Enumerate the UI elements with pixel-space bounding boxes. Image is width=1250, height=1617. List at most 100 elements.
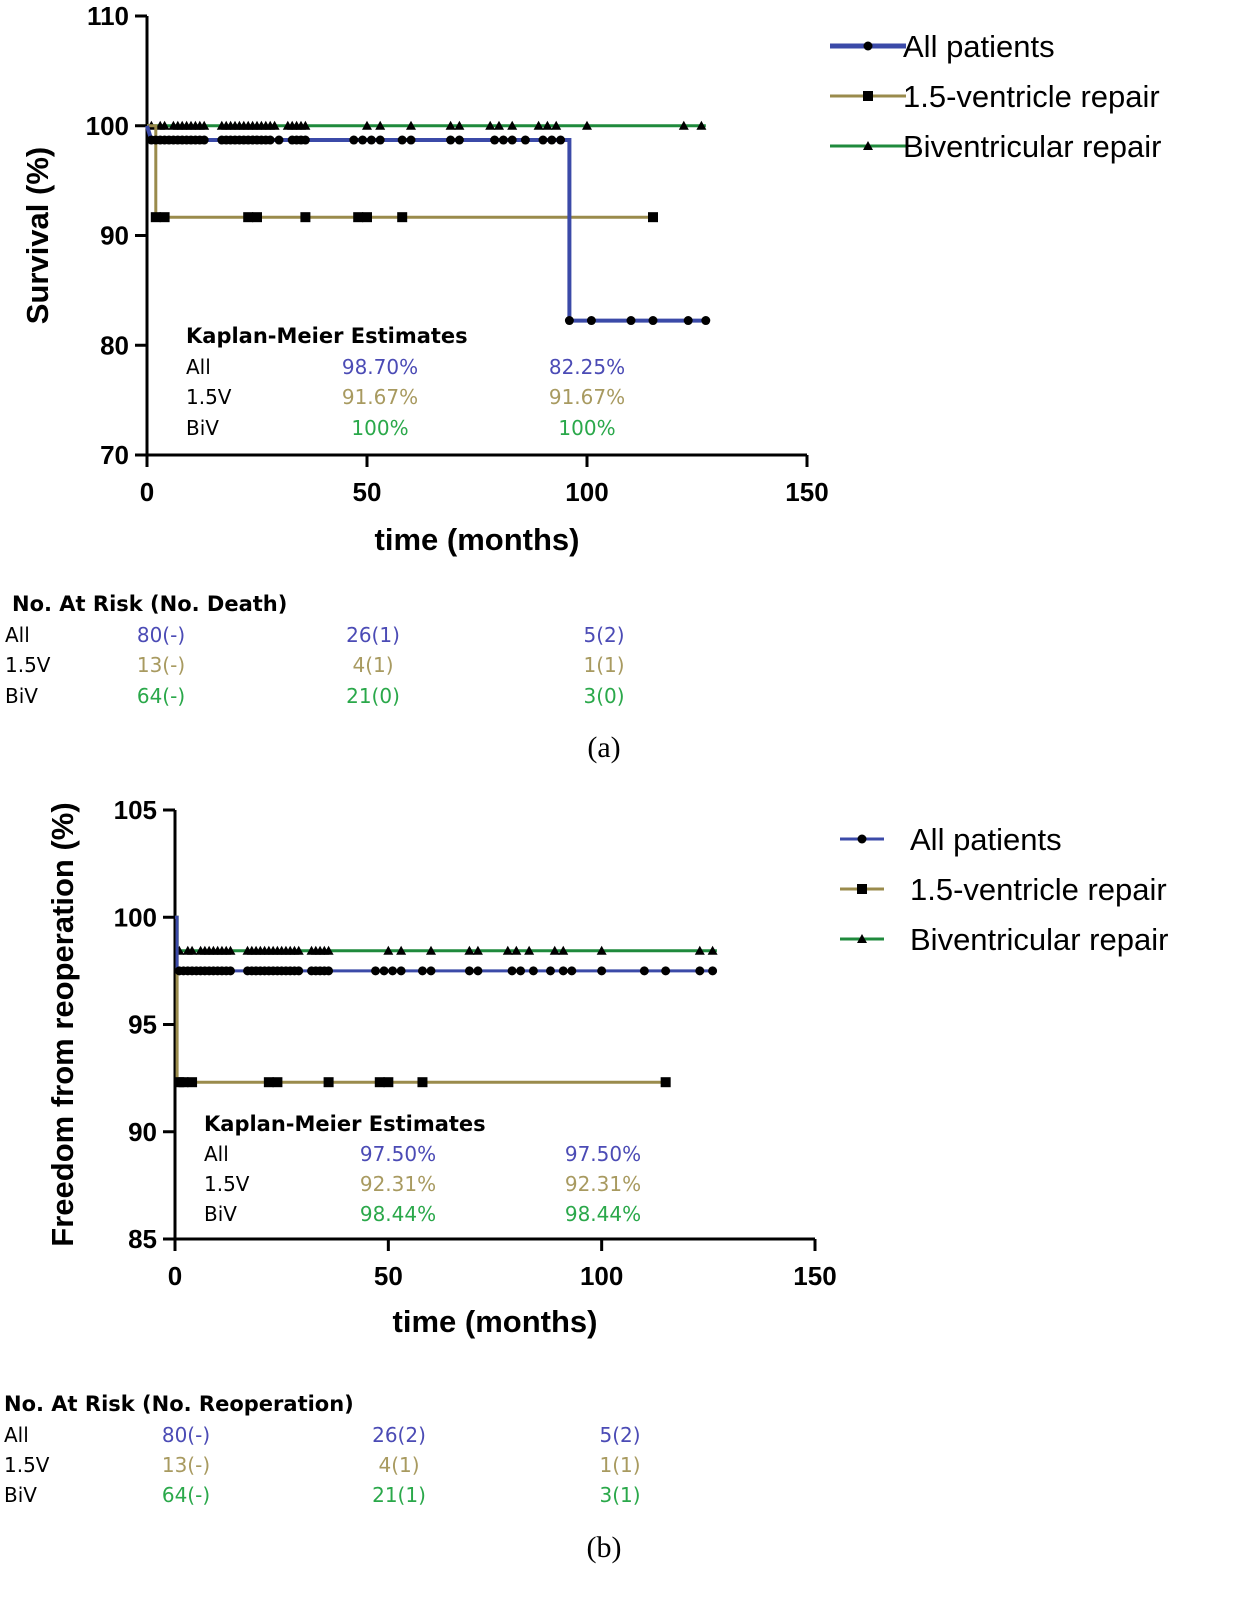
censor-mark [464,945,475,955]
legend-label: All patients [903,29,1055,64]
censor-mark [528,966,538,976]
y-tick-label: 85 [128,1224,157,1254]
risk-value: 5(2) [599,1423,640,1447]
km-value: 91.67% [342,385,418,409]
risk-value: 13(-) [137,653,185,677]
censor-mark [683,316,693,326]
series-all [145,125,711,326]
censor-mark [396,945,407,955]
legend-item-biv: Biventricular repair [840,922,1168,957]
censor-mark [507,120,518,130]
km-row-label: All [204,1142,229,1166]
censor-mark [417,1077,428,1088]
censor-mark [300,120,311,130]
censor-mark [707,945,718,955]
legend-label: Biventricular repair [903,129,1161,164]
x-axis-title: time (months) [393,1304,598,1339]
legend-label: All patients [910,822,1062,857]
km-value: 100% [558,416,615,440]
censor-mark [524,945,535,955]
km-title: Kaplan-Meier Estimates [204,1112,486,1136]
censor-mark [263,1077,274,1088]
censor-mark [485,120,496,130]
x-tick-label: 0 [168,1261,182,1291]
y-tick-label: 80 [100,330,129,360]
x-tick-label: 50 [353,477,382,507]
censor-mark [397,135,407,145]
censor-mark [375,120,386,130]
censor-mark [199,120,210,130]
legend-label: Biventricular repair [910,922,1168,957]
y-tick-label: 100 [86,111,129,141]
censor-mark [454,135,464,145]
x-tick-label: 100 [565,477,608,507]
censor-mark [225,966,235,976]
censor-mark [159,120,170,130]
risk-value: 80(-) [137,623,185,647]
censor-mark [661,966,671,976]
km-value: 92.31% [565,1172,641,1196]
km-value: 97.50% [360,1142,436,1166]
km-value: 91.67% [549,385,625,409]
censor-mark [564,316,574,326]
censor-mark [349,135,359,145]
chart-panel-b: 85 90 95 100 105 0 50 100 150 time (months) Freedo… [4,795,1168,1564]
km-value: 98.44% [360,1202,436,1226]
censor-mark [556,135,566,145]
km-row-label: 1.5V [186,385,232,409]
legend-item-v15: 1.5-ventricle repair [830,79,1160,114]
censor-mark [516,966,526,976]
censor-mark [596,945,607,955]
censor-mark [678,120,689,130]
censor-mark [473,966,483,976]
risk-value: 26(1) [346,623,400,647]
censor-mark [694,945,705,955]
censor-mark [324,966,334,976]
censor-mark [567,966,577,976]
censor-mark [542,120,553,130]
censor-mark [545,966,555,976]
km-value: 92.31% [360,1172,436,1196]
x-tick-label: 150 [793,1261,836,1291]
censor-mark [701,316,711,326]
censor-mark [375,135,385,145]
risk-row-label: BiV [5,684,38,708]
series-line-all [145,125,706,323]
censor-mark [159,212,170,223]
censor-mark [274,135,284,145]
censor-mark [648,316,658,326]
censor-mark [507,966,517,976]
censor-mark [533,120,544,130]
censor-mark [358,135,368,145]
series-line-biv [175,915,717,953]
censor-mark [417,966,427,976]
censor-mark [406,135,416,145]
censor-mark [538,135,548,145]
censor-mark [187,945,198,955]
censor-mark [178,1077,189,1088]
risk-value: 4(1) [352,653,393,677]
censor-mark [597,966,607,976]
risk-table-title: No. At Risk (No. Reoperation) [4,1392,354,1416]
censor-mark [187,1077,198,1088]
x-tick-label: 0 [140,477,154,507]
risk-value: 21(1) [372,1483,426,1507]
km-row-label: 1.5V [204,1172,250,1196]
censor-mark [857,934,867,943]
censor-mark [426,966,436,976]
censor-mark [494,120,504,130]
censor-mark [511,945,522,955]
km-title: Kaplan-Meier Estimates [186,324,468,348]
km-value: 98.70% [342,355,418,379]
series-v15 [147,124,658,223]
km-value: 97.50% [565,1142,641,1166]
censor-mark [294,966,304,976]
censor-mark [857,884,867,894]
censor-mark [586,316,596,326]
censor-mark [454,120,465,130]
risk-value: 80(-) [162,1423,210,1447]
x-tick-label: 150 [785,477,828,507]
risk-value: 3(0) [583,684,624,708]
risk-value: 3(1) [599,1483,640,1507]
censor-mark [696,120,707,130]
